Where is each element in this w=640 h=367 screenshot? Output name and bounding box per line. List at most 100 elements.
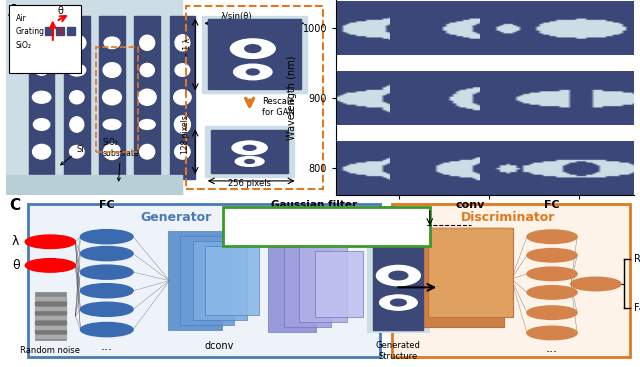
Ellipse shape — [376, 265, 420, 286]
Bar — [373, 245, 424, 330]
Circle shape — [81, 265, 133, 279]
Circle shape — [25, 235, 76, 248]
FancyBboxPatch shape — [428, 228, 513, 317]
FancyBboxPatch shape — [268, 236, 316, 332]
Text: B: B — [300, 0, 312, 3]
FancyBboxPatch shape — [284, 241, 332, 327]
Circle shape — [81, 247, 133, 261]
Bar — [35, 321, 66, 324]
Ellipse shape — [105, 89, 119, 105]
Ellipse shape — [175, 145, 190, 159]
Bar — [56, 27, 64, 35]
Circle shape — [81, 323, 133, 337]
Text: λ/sin(θ): λ/sin(θ) — [221, 12, 253, 21]
Text: Generated
Structure: Generated Structure — [376, 341, 421, 361]
X-axis label: Deflection angle (deg): Deflection angle (deg) — [430, 219, 540, 229]
Ellipse shape — [70, 64, 83, 76]
Bar — [202, 15, 307, 93]
FancyBboxPatch shape — [412, 228, 504, 327]
Ellipse shape — [175, 92, 190, 102]
FancyBboxPatch shape — [28, 204, 380, 357]
Circle shape — [527, 326, 577, 340]
Bar — [64, 15, 90, 179]
Text: 256 pixels: 256 pixels — [228, 179, 271, 188]
Y-axis label: Wavelength (nm): Wavelength (nm) — [287, 55, 297, 139]
Text: Random noise: Random noise — [20, 346, 80, 356]
Text: 128 pixels: 128 pixels — [181, 115, 190, 154]
Text: Grating: Grating — [16, 27, 45, 36]
Bar — [99, 15, 125, 179]
Ellipse shape — [33, 91, 50, 103]
FancyBboxPatch shape — [223, 207, 430, 246]
Ellipse shape — [236, 157, 264, 166]
Ellipse shape — [34, 118, 49, 131]
Bar — [45, 27, 53, 35]
Bar — [35, 335, 66, 338]
FancyBboxPatch shape — [392, 204, 630, 357]
Text: FC: FC — [99, 200, 115, 210]
Text: Gaussian filter: Gaussian filter — [271, 200, 356, 210]
Ellipse shape — [140, 92, 155, 103]
Text: λ: λ — [12, 235, 19, 248]
Ellipse shape — [102, 37, 122, 48]
Ellipse shape — [68, 146, 85, 157]
Ellipse shape — [35, 146, 48, 157]
Bar — [35, 330, 66, 333]
Text: A: A — [8, 4, 20, 19]
Text: SiO₂: SiO₂ — [16, 41, 32, 50]
Text: C: C — [10, 198, 20, 213]
Circle shape — [527, 248, 577, 262]
Ellipse shape — [175, 65, 190, 75]
Ellipse shape — [103, 64, 121, 76]
Ellipse shape — [245, 45, 261, 52]
Text: SiO₂
substrate: SiO₂ substrate — [102, 138, 139, 181]
Ellipse shape — [389, 271, 408, 280]
Text: Air: Air — [16, 14, 27, 23]
Ellipse shape — [390, 299, 406, 306]
Bar — [205, 127, 294, 177]
Bar — [35, 292, 66, 340]
Text: Generator: Generator — [140, 211, 211, 224]
Bar — [35, 311, 66, 315]
Text: ...: ... — [100, 340, 113, 353]
Text: Fake: Fake — [634, 303, 640, 313]
Text: FC: FC — [544, 200, 560, 210]
Text: θ: θ — [58, 6, 63, 16]
Text: dconv: dconv — [205, 341, 234, 351]
Circle shape — [527, 306, 577, 319]
Text: ~1 λ: ~1 λ — [182, 39, 192, 57]
Bar — [67, 27, 76, 35]
FancyBboxPatch shape — [9, 5, 81, 73]
Ellipse shape — [244, 160, 255, 163]
Text: Real: Real — [634, 254, 640, 264]
FancyBboxPatch shape — [300, 246, 347, 321]
Ellipse shape — [234, 64, 272, 80]
Bar — [170, 15, 195, 179]
Ellipse shape — [68, 37, 86, 48]
Bar — [6, 175, 182, 195]
Ellipse shape — [139, 119, 156, 130]
Ellipse shape — [232, 141, 268, 155]
Ellipse shape — [105, 119, 119, 130]
Bar — [186, 6, 323, 189]
Ellipse shape — [174, 116, 191, 133]
Bar — [6, 0, 182, 195]
Text: Si: Si — [61, 145, 84, 165]
Bar — [35, 316, 66, 319]
FancyBboxPatch shape — [315, 251, 363, 317]
Text: λ: λ — [58, 27, 63, 37]
Circle shape — [527, 267, 577, 281]
Ellipse shape — [140, 36, 155, 50]
FancyBboxPatch shape — [193, 241, 246, 320]
Bar — [35, 326, 66, 328]
Text: Training set: Training set — [285, 217, 368, 230]
Bar — [211, 130, 288, 173]
Bar — [35, 306, 66, 310]
Bar — [29, 15, 54, 179]
Bar — [35, 297, 66, 300]
Ellipse shape — [140, 145, 155, 158]
Ellipse shape — [138, 63, 157, 76]
Ellipse shape — [35, 62, 48, 78]
Ellipse shape — [34, 36, 49, 50]
Bar — [208, 19, 301, 90]
